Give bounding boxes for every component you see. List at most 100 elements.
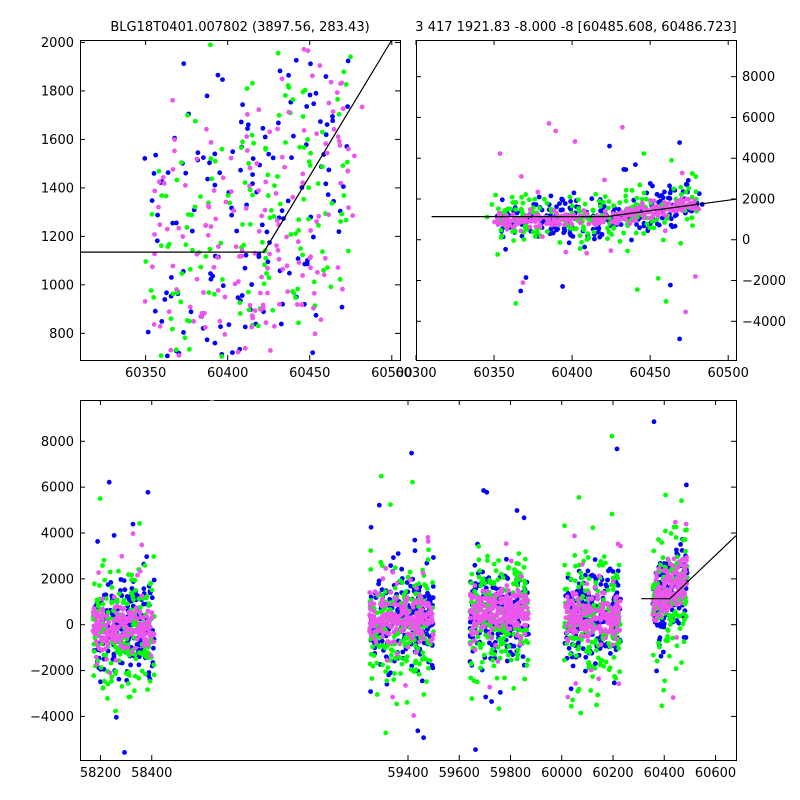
data-point-blue — [113, 714, 119, 720]
y-tick-label: 1600 — [41, 133, 74, 148]
data-point-pink — [410, 626, 415, 632]
data-point-green — [493, 192, 498, 198]
data-point-green — [682, 537, 688, 542]
data-point-green — [502, 675, 507, 681]
data-point-green — [249, 132, 255, 138]
data-point-pink — [141, 643, 147, 648]
data-point-pink — [384, 657, 390, 663]
data-point-pink — [267, 251, 272, 257]
data-point-blue — [149, 198, 155, 204]
data-point-green — [594, 702, 599, 708]
data-point-green — [514, 656, 520, 662]
data-point-blue — [245, 122, 251, 128]
data-point-green — [149, 211, 155, 217]
data-point-pink — [593, 216, 599, 222]
data-point-green — [125, 681, 131, 686]
data-point-pink — [493, 642, 498, 648]
data-point-green — [485, 558, 490, 563]
data-point-green — [582, 201, 588, 207]
data-point-blue — [505, 658, 510, 664]
data-point-pink — [401, 621, 407, 627]
data-point-pink — [350, 213, 355, 219]
data-point-pink — [589, 595, 595, 601]
data-point-blue — [654, 668, 659, 674]
data-point-pink — [216, 244, 221, 249]
data-point-pink — [627, 221, 633, 227]
data-point-pink — [650, 612, 656, 617]
data-point-pink — [208, 140, 214, 145]
data-point-green — [603, 560, 608, 566]
data-point-green — [138, 605, 143, 610]
data-point-blue — [95, 539, 100, 544]
data-point-pink — [553, 219, 558, 224]
data-point-blue — [151, 645, 156, 651]
data-point-green — [623, 187, 629, 193]
data-point-pink — [194, 251, 200, 257]
data-point-green — [259, 239, 265, 245]
data-point-pink — [533, 219, 539, 225]
axes-frame-top-left — [80, 40, 401, 361]
data-point-green — [515, 647, 521, 653]
data-point-pink — [127, 618, 133, 624]
data-point-green — [225, 193, 231, 198]
data-point-pink — [328, 79, 334, 85]
data-point-pink — [655, 209, 661, 215]
data-point-blue — [188, 309, 194, 315]
data-point-pink — [506, 601, 511, 607]
data-point-pink — [662, 228, 668, 234]
data-point-green — [606, 229, 612, 235]
data-point-green — [208, 156, 214, 161]
data-point-pink — [229, 189, 234, 195]
model-line-top-left — [80, 40, 393, 253]
data-point-pink — [537, 224, 543, 229]
data-point-blue — [571, 190, 577, 196]
data-point-pink — [489, 635, 494, 641]
data-point-green — [170, 326, 175, 332]
data-point-green — [590, 207, 596, 213]
data-point-green — [296, 228, 301, 233]
data-point-green — [238, 145, 244, 151]
data-point-pink — [340, 106, 346, 112]
data-point-pink — [170, 167, 176, 172]
data-point-green — [574, 635, 580, 641]
axes-frame-top-right — [416, 40, 737, 361]
ticks-bottom: 58200 58400 59400 59600 59800 60000 60200 60400… — [30, 400, 736, 781]
data-point-green — [586, 235, 592, 241]
data-point-green — [255, 323, 261, 329]
data-point-blue — [260, 125, 266, 131]
data-point-pink — [505, 613, 511, 619]
data-point-green — [198, 194, 203, 200]
data-point-green — [348, 54, 353, 60]
data-point-pink — [470, 632, 475, 637]
data-point-pink — [487, 618, 493, 624]
data-point-blue — [384, 681, 390, 687]
data-point-pink — [389, 619, 395, 625]
y-tick-label: 1800 — [41, 84, 74, 99]
data-point-green — [105, 609, 111, 615]
data-point-pink — [682, 573, 688, 579]
data-point-pink — [93, 639, 99, 644]
data-point-blue — [536, 194, 542, 200]
data-point-pink — [141, 629, 147, 635]
data-point-green — [290, 97, 296, 102]
data-point-pink — [472, 647, 478, 653]
data-point-pink — [469, 595, 475, 601]
data-point-pink — [577, 609, 583, 615]
data-point-green — [383, 730, 389, 736]
data-point-pink — [610, 642, 615, 648]
data-point-green — [506, 565, 511, 571]
data-point-pink — [397, 619, 403, 625]
data-point-pink — [592, 607, 598, 613]
chart-title-top-right: 3 417 1921.83 -8.000 -8 [60485.608, 6048… — [415, 20, 736, 35]
data-point-blue — [660, 215, 665, 221]
data-point-pink — [489, 626, 495, 632]
data-point-green — [615, 575, 620, 581]
data-point-pink — [517, 593, 523, 599]
data-point-green — [576, 644, 582, 650]
data-point-pink — [471, 620, 477, 626]
data-point-pink — [310, 73, 315, 79]
data-point-blue — [318, 119, 323, 124]
data-point-green — [198, 264, 204, 270]
y-tick-label: 0 — [742, 233, 750, 248]
data-point-blue — [103, 592, 109, 598]
